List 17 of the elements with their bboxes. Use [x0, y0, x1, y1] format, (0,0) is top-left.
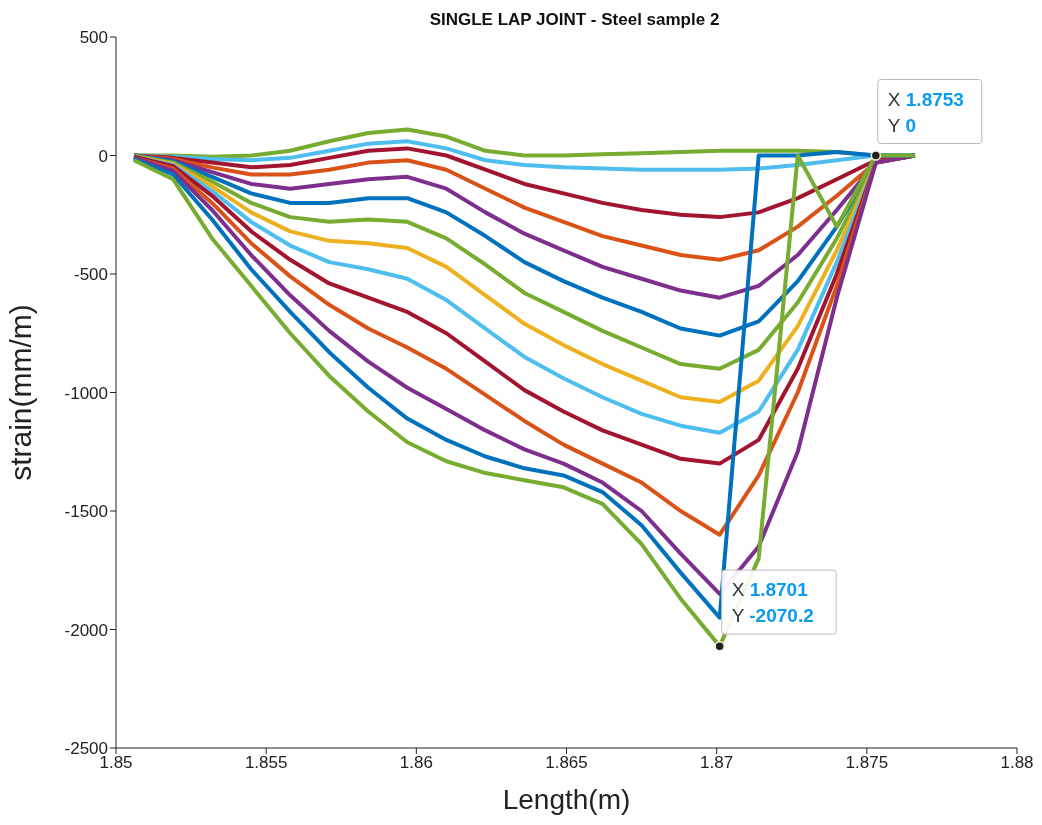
chart-title: SINGLE LAP JOINT - Steel sample 2 — [428, 10, 721, 30]
annotation: X 1.8753 Y 0 — [887, 88, 964, 136]
y-tick-label: 500 — [79, 28, 108, 48]
x-tick-label: 1.875 — [845, 753, 889, 773]
y-axis-title: strain(mm/m) — [3, 304, 37, 481]
y-tick-label: -2000 — [64, 620, 108, 640]
y-tick-label: -1500 — [64, 502, 108, 522]
x-axis-title: Length(m) — [502, 784, 631, 815]
x-tick-label: 1.865 — [545, 753, 588, 773]
x-tick-label: 1.87 — [700, 753, 734, 773]
y-tick-label: 0 — [98, 146, 108, 166]
x-tick-label: 1.88 — [1000, 753, 1034, 773]
y-tick-label: -500 — [73, 265, 108, 285]
annotation: X 1.8701 Y -2070.2 — [731, 579, 814, 627]
y-tick-label: -1000 — [64, 383, 108, 403]
x-tick-label: 1.855 — [244, 753, 288, 773]
x-tick-label: 1.86 — [399, 753, 433, 773]
